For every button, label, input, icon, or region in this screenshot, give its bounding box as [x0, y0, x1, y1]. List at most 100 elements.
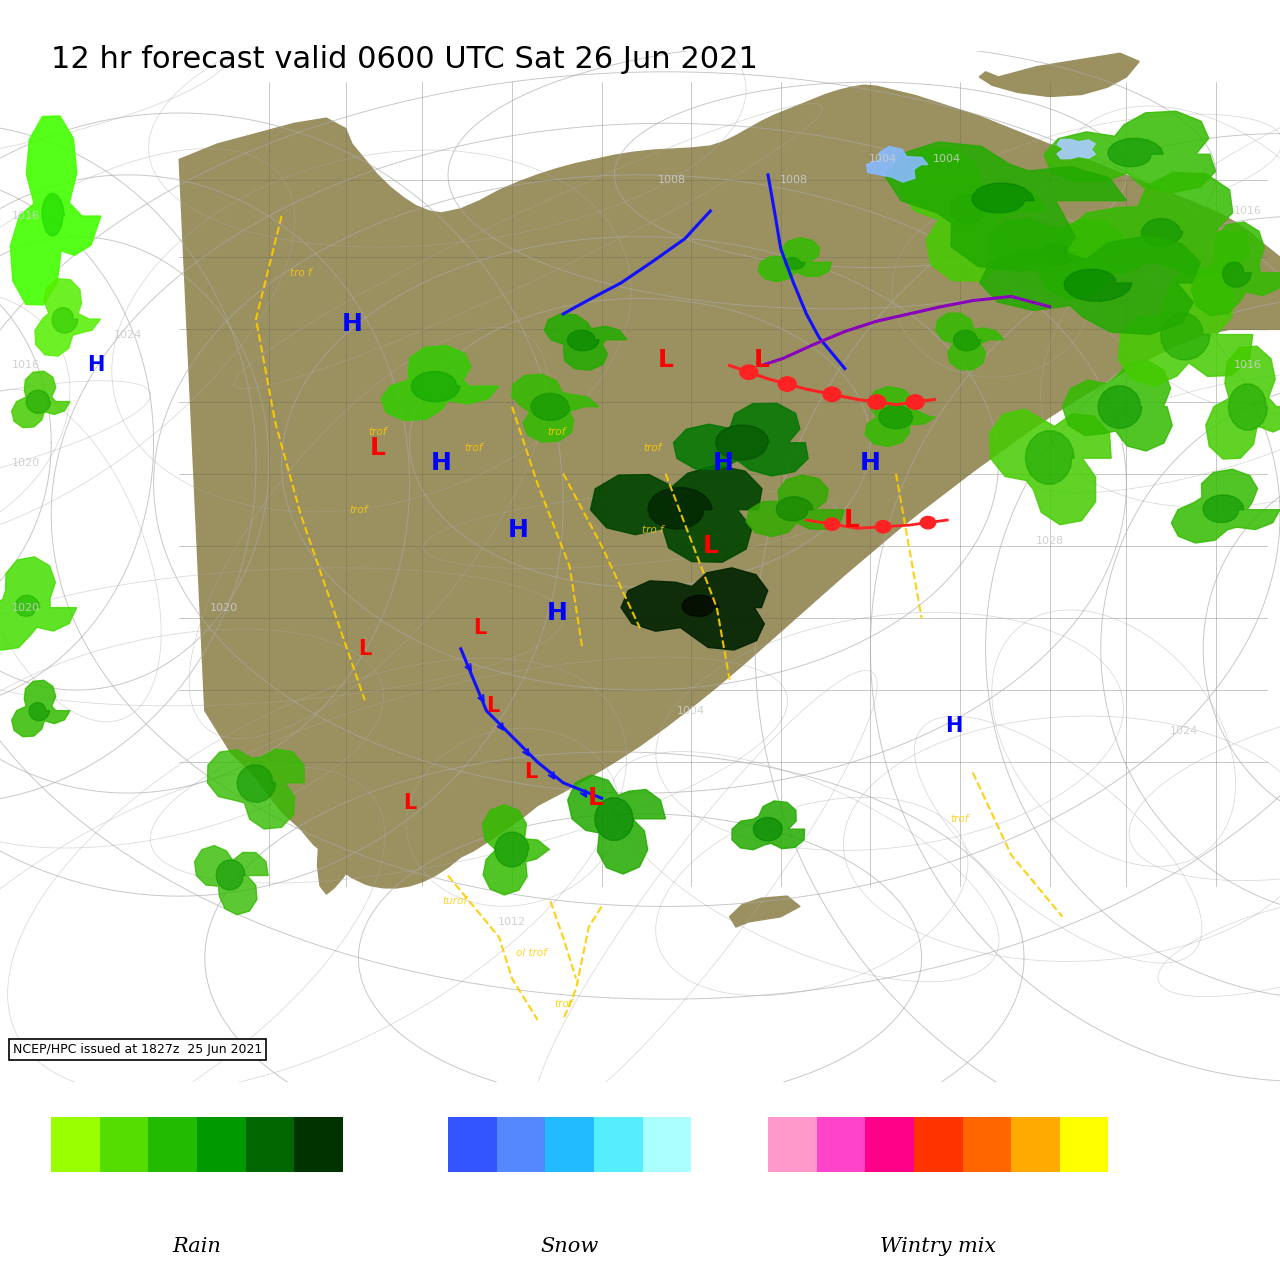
Polygon shape: [35, 279, 100, 356]
Polygon shape: [776, 497, 813, 521]
Bar: [294, 1116, 343, 1172]
Polygon shape: [1025, 431, 1074, 484]
Polygon shape: [216, 860, 246, 890]
Polygon shape: [951, 195, 988, 224]
Polygon shape: [1064, 269, 1132, 301]
Text: H: H: [87, 356, 105, 375]
Polygon shape: [567, 330, 599, 351]
Polygon shape: [1171, 470, 1280, 543]
Polygon shape: [865, 387, 936, 447]
Polygon shape: [973, 183, 1034, 212]
Text: 1020: 1020: [210, 603, 238, 613]
Text: L: L: [403, 794, 416, 813]
Polygon shape: [1098, 385, 1142, 429]
Polygon shape: [673, 403, 808, 476]
Polygon shape: [980, 236, 1201, 334]
Text: H: H: [431, 452, 452, 475]
Polygon shape: [512, 374, 599, 442]
Bar: [768, 1116, 817, 1172]
Bar: [497, 1116, 545, 1172]
Text: 1004: 1004: [933, 155, 961, 164]
Text: H: H: [508, 518, 529, 543]
Polygon shape: [900, 148, 1047, 282]
Polygon shape: [1142, 219, 1183, 246]
Text: Wintry mix: Wintry mix: [881, 1236, 996, 1256]
Polygon shape: [52, 307, 78, 333]
Bar: [148, 1116, 197, 1172]
Polygon shape: [1161, 312, 1210, 360]
Text: 1016: 1016: [1234, 206, 1262, 216]
Text: 1004: 1004: [677, 705, 705, 716]
Bar: [51, 1116, 100, 1172]
Text: H: H: [860, 452, 881, 475]
Text: 1016: 1016: [1234, 361, 1262, 370]
Polygon shape: [979, 54, 1139, 96]
Polygon shape: [495, 832, 529, 867]
Polygon shape: [732, 801, 805, 850]
Polygon shape: [195, 846, 268, 915]
Text: L: L: [703, 534, 718, 558]
Polygon shape: [758, 238, 832, 282]
Bar: [594, 1116, 643, 1172]
Polygon shape: [237, 765, 275, 803]
Bar: [246, 1116, 294, 1172]
Text: trof: trof: [554, 1000, 572, 1010]
Polygon shape: [483, 805, 549, 895]
Text: Snow: Snow: [540, 1236, 599, 1256]
Text: L: L: [844, 508, 859, 532]
Polygon shape: [886, 142, 1126, 271]
Polygon shape: [867, 146, 928, 182]
Text: turof: turof: [442, 896, 467, 906]
Text: trof: trof: [349, 504, 367, 515]
Polygon shape: [1044, 111, 1216, 193]
Text: 1016: 1016: [12, 361, 40, 370]
Polygon shape: [29, 703, 50, 721]
Polygon shape: [1206, 346, 1280, 460]
Text: L: L: [370, 436, 385, 460]
Polygon shape: [1066, 173, 1248, 276]
Text: NCEP/HPC issued at 1827z  25 Jun 2021: NCEP/HPC issued at 1827z 25 Jun 2021: [13, 1043, 262, 1056]
Polygon shape: [544, 314, 627, 370]
Text: H: H: [713, 452, 733, 475]
Text: L: L: [486, 695, 499, 716]
Text: 12 hr forecast valid 0600 UTC Sat 26 Jun 2021: 12 hr forecast valid 0600 UTC Sat 26 Jun…: [51, 45, 758, 74]
Bar: [545, 1116, 594, 1172]
Text: L: L: [358, 639, 371, 659]
Polygon shape: [15, 595, 40, 617]
Bar: [643, 1116, 691, 1172]
Text: ol trof: ol trof: [516, 947, 547, 957]
Polygon shape: [989, 410, 1111, 525]
Text: 1028: 1028: [1036, 535, 1064, 545]
Text: 1024: 1024: [1170, 726, 1198, 736]
Polygon shape: [648, 488, 712, 529]
Polygon shape: [1107, 138, 1164, 166]
Polygon shape: [1119, 266, 1253, 385]
Circle shape: [824, 518, 840, 530]
Text: 1012: 1012: [498, 916, 526, 927]
Polygon shape: [1203, 495, 1244, 522]
Text: trof: trof: [369, 428, 387, 438]
Text: tro f: tro f: [291, 268, 311, 278]
Polygon shape: [10, 116, 101, 305]
Polygon shape: [1222, 262, 1252, 287]
Circle shape: [876, 521, 891, 532]
Text: 1008: 1008: [780, 175, 808, 186]
Polygon shape: [411, 371, 460, 402]
Polygon shape: [1041, 243, 1076, 265]
Polygon shape: [531, 393, 570, 420]
Polygon shape: [730, 896, 800, 927]
Text: L: L: [588, 786, 603, 810]
Polygon shape: [746, 475, 845, 536]
Text: L: L: [658, 348, 673, 372]
Bar: [197, 1116, 246, 1172]
Polygon shape: [12, 371, 70, 428]
Polygon shape: [682, 595, 719, 617]
Text: 1016: 1016: [12, 211, 40, 221]
Text: L: L: [754, 348, 769, 372]
Polygon shape: [936, 314, 1004, 370]
Bar: [963, 1116, 1011, 1172]
Polygon shape: [716, 425, 769, 460]
Polygon shape: [590, 465, 762, 562]
Text: 1004: 1004: [869, 155, 897, 164]
Bar: [865, 1116, 914, 1172]
